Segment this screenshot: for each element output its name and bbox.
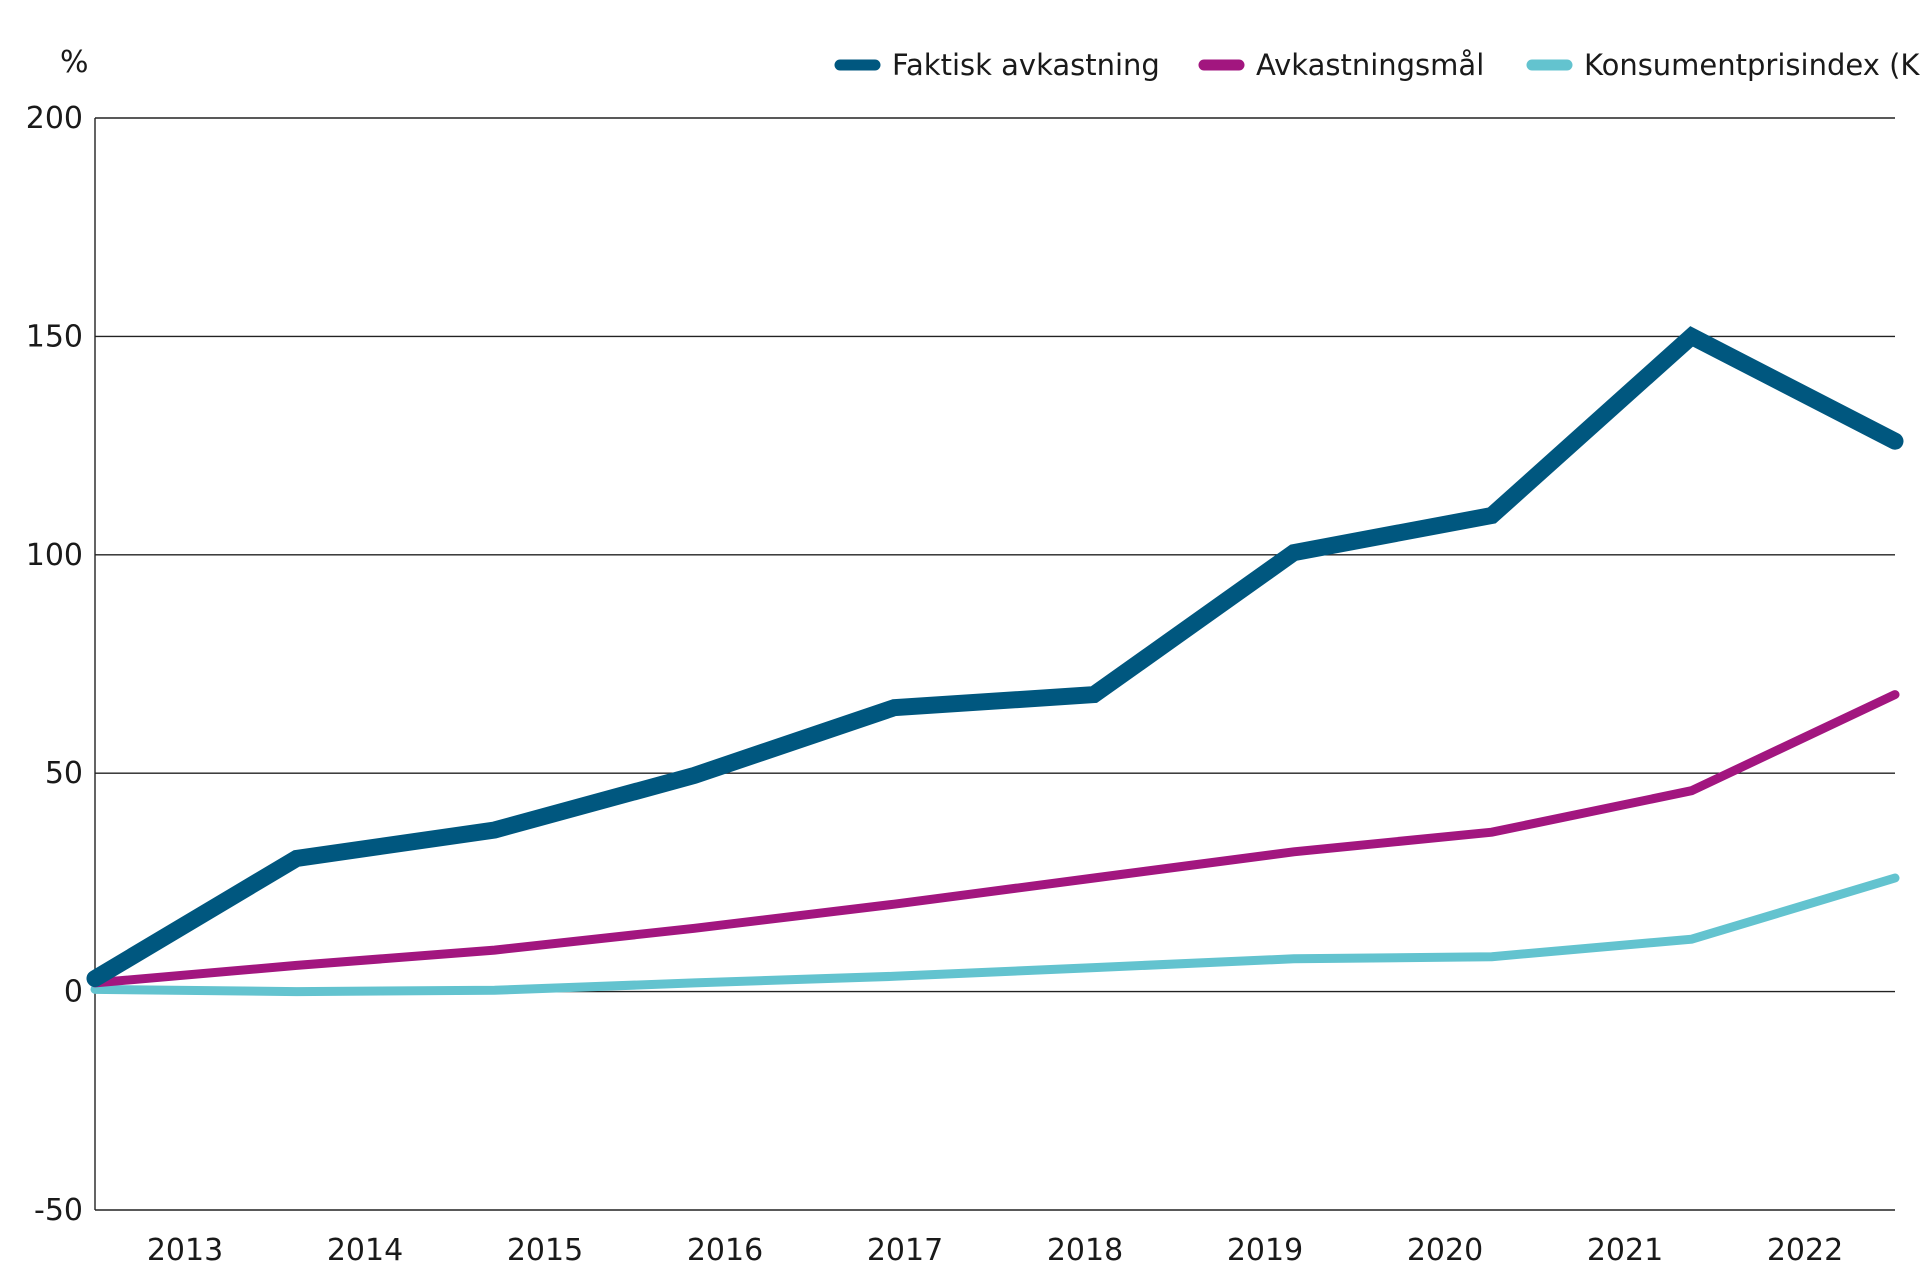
legend-label: Faktisk avkastning: [892, 48, 1160, 82]
y-tick-label: 50: [45, 756, 83, 791]
gridlines: [94, 117, 1895, 1211]
y-tick-label: 100: [26, 538, 83, 573]
legend-label: Avkastningsmål: [1256, 48, 1484, 82]
y-tick-label: 150: [26, 319, 83, 354]
y-tick-label: 200: [26, 101, 83, 136]
x-tick-label: 2021: [1587, 1233, 1663, 1268]
x-tick-label: 2014: [327, 1233, 403, 1268]
x-tick-label: 2020: [1407, 1233, 1483, 1268]
legend-label: Konsumentprisindex (KPI): [1584, 48, 1920, 82]
y-tick-label: 0: [64, 975, 83, 1010]
y-axis-unit-label: %: [60, 45, 89, 80]
x-tick-label: 2022: [1767, 1233, 1843, 1268]
y-tick-label: -50: [34, 1193, 83, 1228]
series-line: [86, 326, 1904, 987]
series-lines: [86, 326, 1904, 997]
x-tick-label: 2017: [867, 1233, 943, 1268]
series-line: [90, 873, 1900, 997]
legend: Faktisk avkastning Avkastningsmål Konsumen…: [834, 48, 1920, 82]
x-tick-label: 2013: [147, 1233, 223, 1268]
x-axis-ticks: 2013 2014 2015 2016 2017 2018 2019 2020 2021 2022: [147, 1233, 1843, 1268]
x-tick-label: 2018: [1047, 1233, 1123, 1268]
x-tick-label: 2016: [687, 1233, 763, 1268]
x-tick-label: 2019: [1227, 1233, 1303, 1268]
x-tick-label: 2015: [507, 1233, 583, 1268]
series-line: [90, 690, 1900, 988]
y-axis-ticks: 200 150 100 50 0 -50: [26, 101, 83, 1228]
